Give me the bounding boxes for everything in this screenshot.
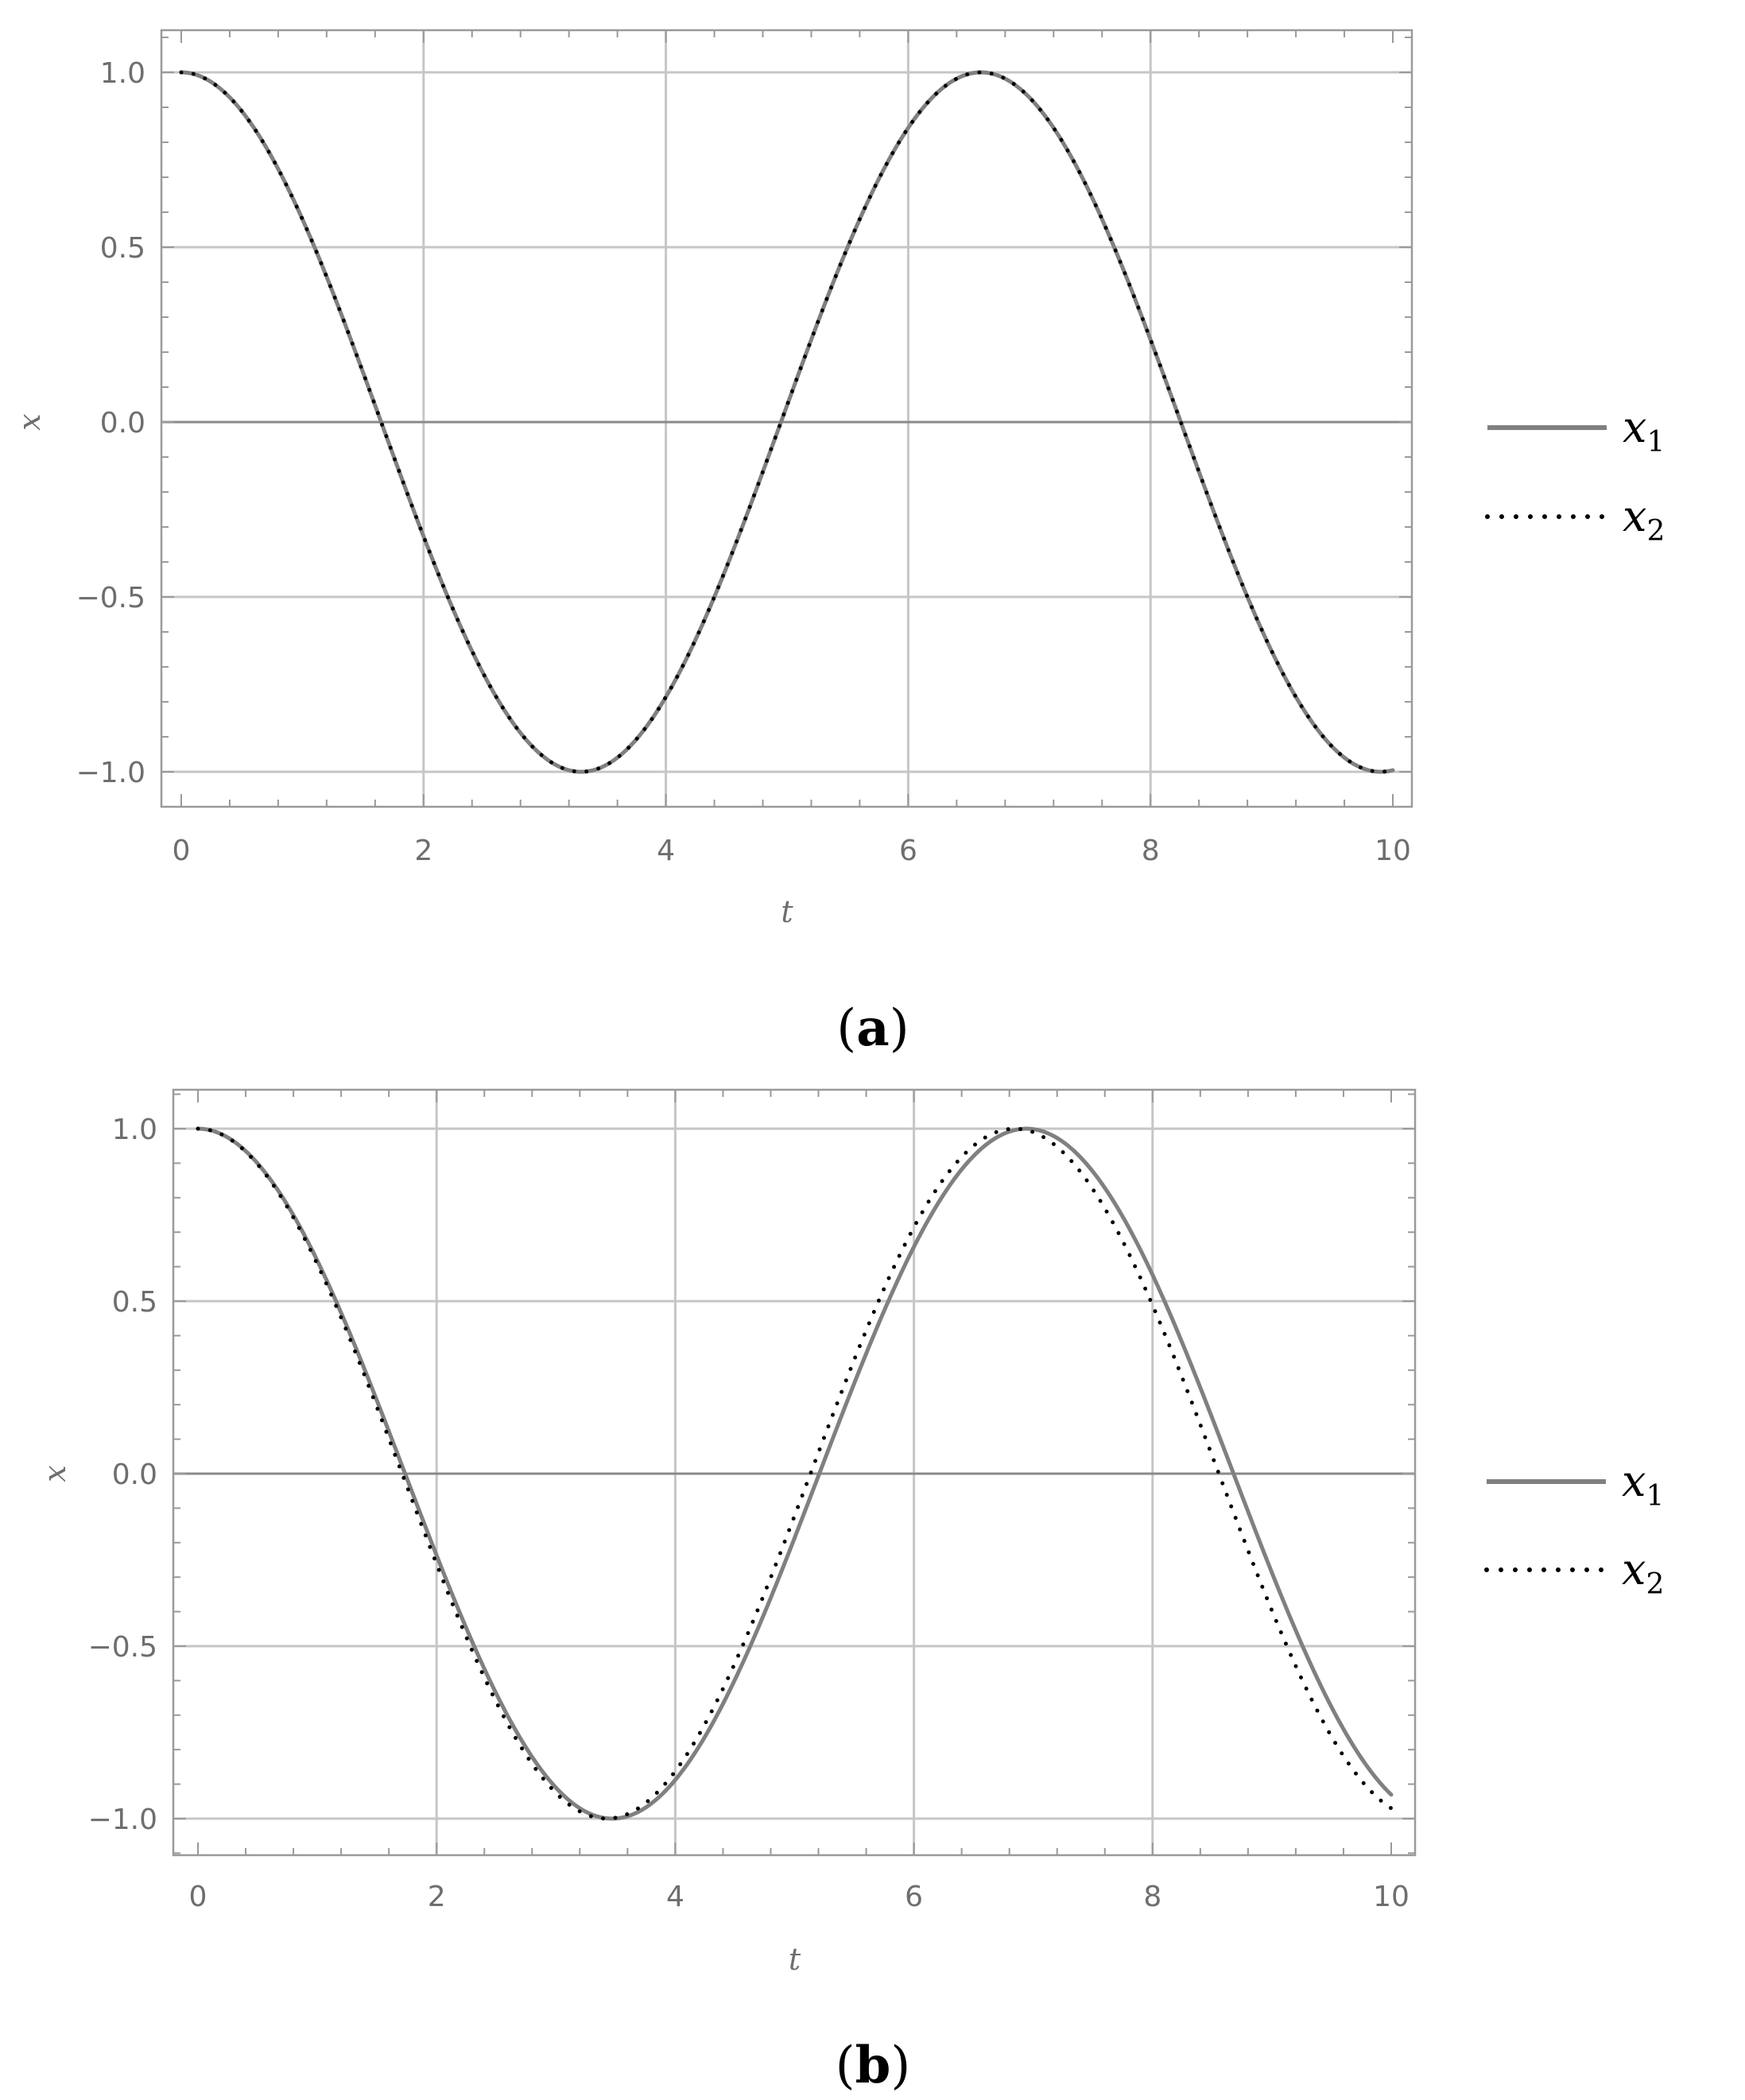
legend-label-subscript: 2 xyxy=(1646,1568,1664,1601)
y-tick-label: −1.0 xyxy=(76,757,145,789)
series-line-x2 xyxy=(196,1126,1394,1821)
y-tick-label: −0.5 xyxy=(76,582,145,614)
y-tick-label: 1.0 xyxy=(112,1114,157,1146)
caption-letter: a xyxy=(856,998,889,1058)
x-axis-label: t xyxy=(781,894,793,929)
x-tick-label: 10 xyxy=(1373,1881,1410,1913)
x-tick-label: 4 xyxy=(657,835,675,867)
x-tick-label: 2 xyxy=(428,1881,446,1913)
legend-label-name: x xyxy=(1623,402,1646,452)
caption-paren-close: ) xyxy=(890,999,909,1058)
x-axis-label: t xyxy=(789,1942,801,1977)
series-line-x1 xyxy=(179,70,1395,774)
legend-label-x1: x1 xyxy=(1623,402,1665,459)
caption-letter: b xyxy=(855,2036,891,2095)
x-tick-label: 0 xyxy=(173,835,191,867)
panel-caption: (b) xyxy=(836,2036,911,2095)
legend-label-x2: x2 xyxy=(1623,491,1665,548)
y-tick-label: −0.5 xyxy=(88,1631,157,1664)
legend-label-x1: x1 xyxy=(1622,1456,1664,1513)
legend-label-subscript: 2 xyxy=(1646,515,1665,548)
x-tick-label: 10 xyxy=(1375,835,1411,867)
y-axis-label: x xyxy=(37,1465,72,1482)
y-tick-label: 0.5 xyxy=(100,232,145,265)
y-tick-label: −1.0 xyxy=(88,1804,157,1836)
plot-area xyxy=(161,30,1412,807)
legend-label-name: x xyxy=(1622,1456,1646,1506)
x-tick-label: 0 xyxy=(189,1881,207,1913)
legend-label-subscript: 1 xyxy=(1646,1480,1664,1513)
series-line-x1 xyxy=(196,1126,1394,1821)
panel-caption: (a) xyxy=(836,998,909,1058)
legend-label-name: x xyxy=(1622,1544,1646,1594)
y-tick-label: 0.5 xyxy=(112,1286,157,1319)
plot-frame xyxy=(172,1088,1417,1857)
y-tick-label: 0.0 xyxy=(112,1459,157,1491)
y-tick-label: 0.0 xyxy=(100,407,145,440)
x-tick-label: 6 xyxy=(905,1881,923,1913)
x-tick-label: 8 xyxy=(1143,1881,1161,1913)
caption-paren-open: ( xyxy=(836,2036,855,2095)
x-tick-label: 2 xyxy=(414,835,432,867)
plot-frame xyxy=(160,29,1413,808)
legend-label-subscript: 1 xyxy=(1646,426,1665,459)
x-tick-label: 8 xyxy=(1142,835,1160,867)
caption-paren-open: ( xyxy=(836,999,856,1058)
x-tick-label: 4 xyxy=(666,1881,684,1913)
legend-label-x2: x2 xyxy=(1622,1544,1664,1601)
y-axis-label: x xyxy=(12,413,47,430)
caption-paren-close: ) xyxy=(890,2036,910,2095)
legend-label-name: x xyxy=(1623,491,1646,541)
x-tick-label: 6 xyxy=(899,835,917,867)
y-tick-label: 1.0 xyxy=(100,57,145,90)
